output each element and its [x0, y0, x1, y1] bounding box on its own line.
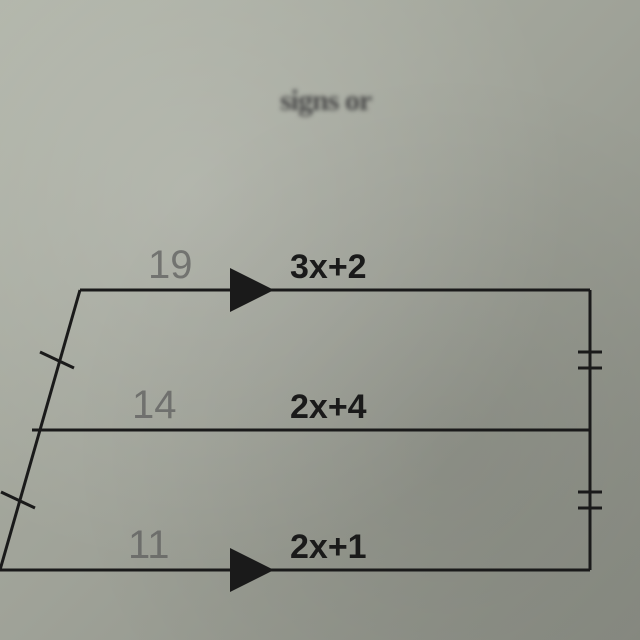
trapezoid-diagram: 3x+2 2x+4 2x+1 19 14 11 — [0, 0, 640, 640]
top-expression: 3x+2 — [290, 248, 367, 286]
parallel-marker-top — [230, 268, 274, 312]
mid-handwritten-value: 14 — [132, 383, 177, 427]
bottom-expression: 2x+1 — [290, 528, 367, 566]
parallel-marker-bottom — [230, 548, 274, 592]
bottom-handwritten-value: 11 — [128, 523, 170, 567]
mid-expression: 2x+4 — [290, 388, 367, 426]
top-handwritten-value: 19 — [148, 243, 193, 287]
